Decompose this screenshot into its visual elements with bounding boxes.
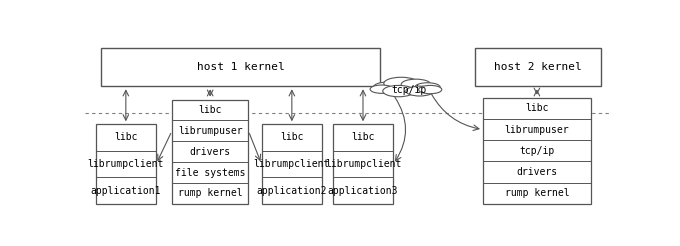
Text: rump kernel: rump kernel — [505, 188, 569, 198]
Text: librumpuser: librumpuser — [178, 126, 243, 136]
Text: rump kernel: rump kernel — [178, 188, 243, 198]
Text: file systems: file systems — [175, 168, 245, 178]
Bar — [475, 48, 602, 86]
Circle shape — [401, 79, 430, 90]
Circle shape — [370, 85, 393, 93]
Bar — [95, 124, 156, 204]
Text: application3: application3 — [328, 185, 398, 196]
Bar — [262, 124, 322, 204]
Bar — [333, 124, 393, 204]
Text: librumpclient: librumpclient — [325, 159, 401, 169]
Text: application1: application1 — [90, 185, 161, 196]
Text: librumpclient: librumpclient — [254, 159, 330, 169]
Text: librumpuser: librumpuser — [505, 124, 569, 135]
Circle shape — [406, 86, 433, 96]
Circle shape — [384, 77, 419, 90]
Circle shape — [415, 83, 440, 92]
Text: drivers: drivers — [190, 147, 231, 157]
Text: host 1 kernel: host 1 kernel — [197, 62, 284, 72]
Bar — [483, 98, 591, 204]
Text: libc: libc — [114, 133, 137, 142]
Circle shape — [383, 85, 414, 97]
Text: libc: libc — [352, 133, 375, 142]
Text: librumpclient: librumpclient — [88, 159, 164, 169]
Circle shape — [419, 85, 442, 94]
Bar — [172, 100, 248, 204]
Text: libc: libc — [525, 103, 549, 113]
Text: application2: application2 — [256, 185, 327, 196]
Text: libc: libc — [280, 133, 303, 142]
Circle shape — [373, 82, 403, 92]
Text: host 2 kernel: host 2 kernel — [494, 62, 582, 72]
Text: drivers: drivers — [516, 167, 558, 177]
Text: tcp/ip: tcp/ip — [520, 146, 554, 156]
Text: tcp/ip: tcp/ip — [392, 85, 427, 95]
Bar — [101, 48, 380, 86]
Text: libc: libc — [199, 105, 222, 115]
